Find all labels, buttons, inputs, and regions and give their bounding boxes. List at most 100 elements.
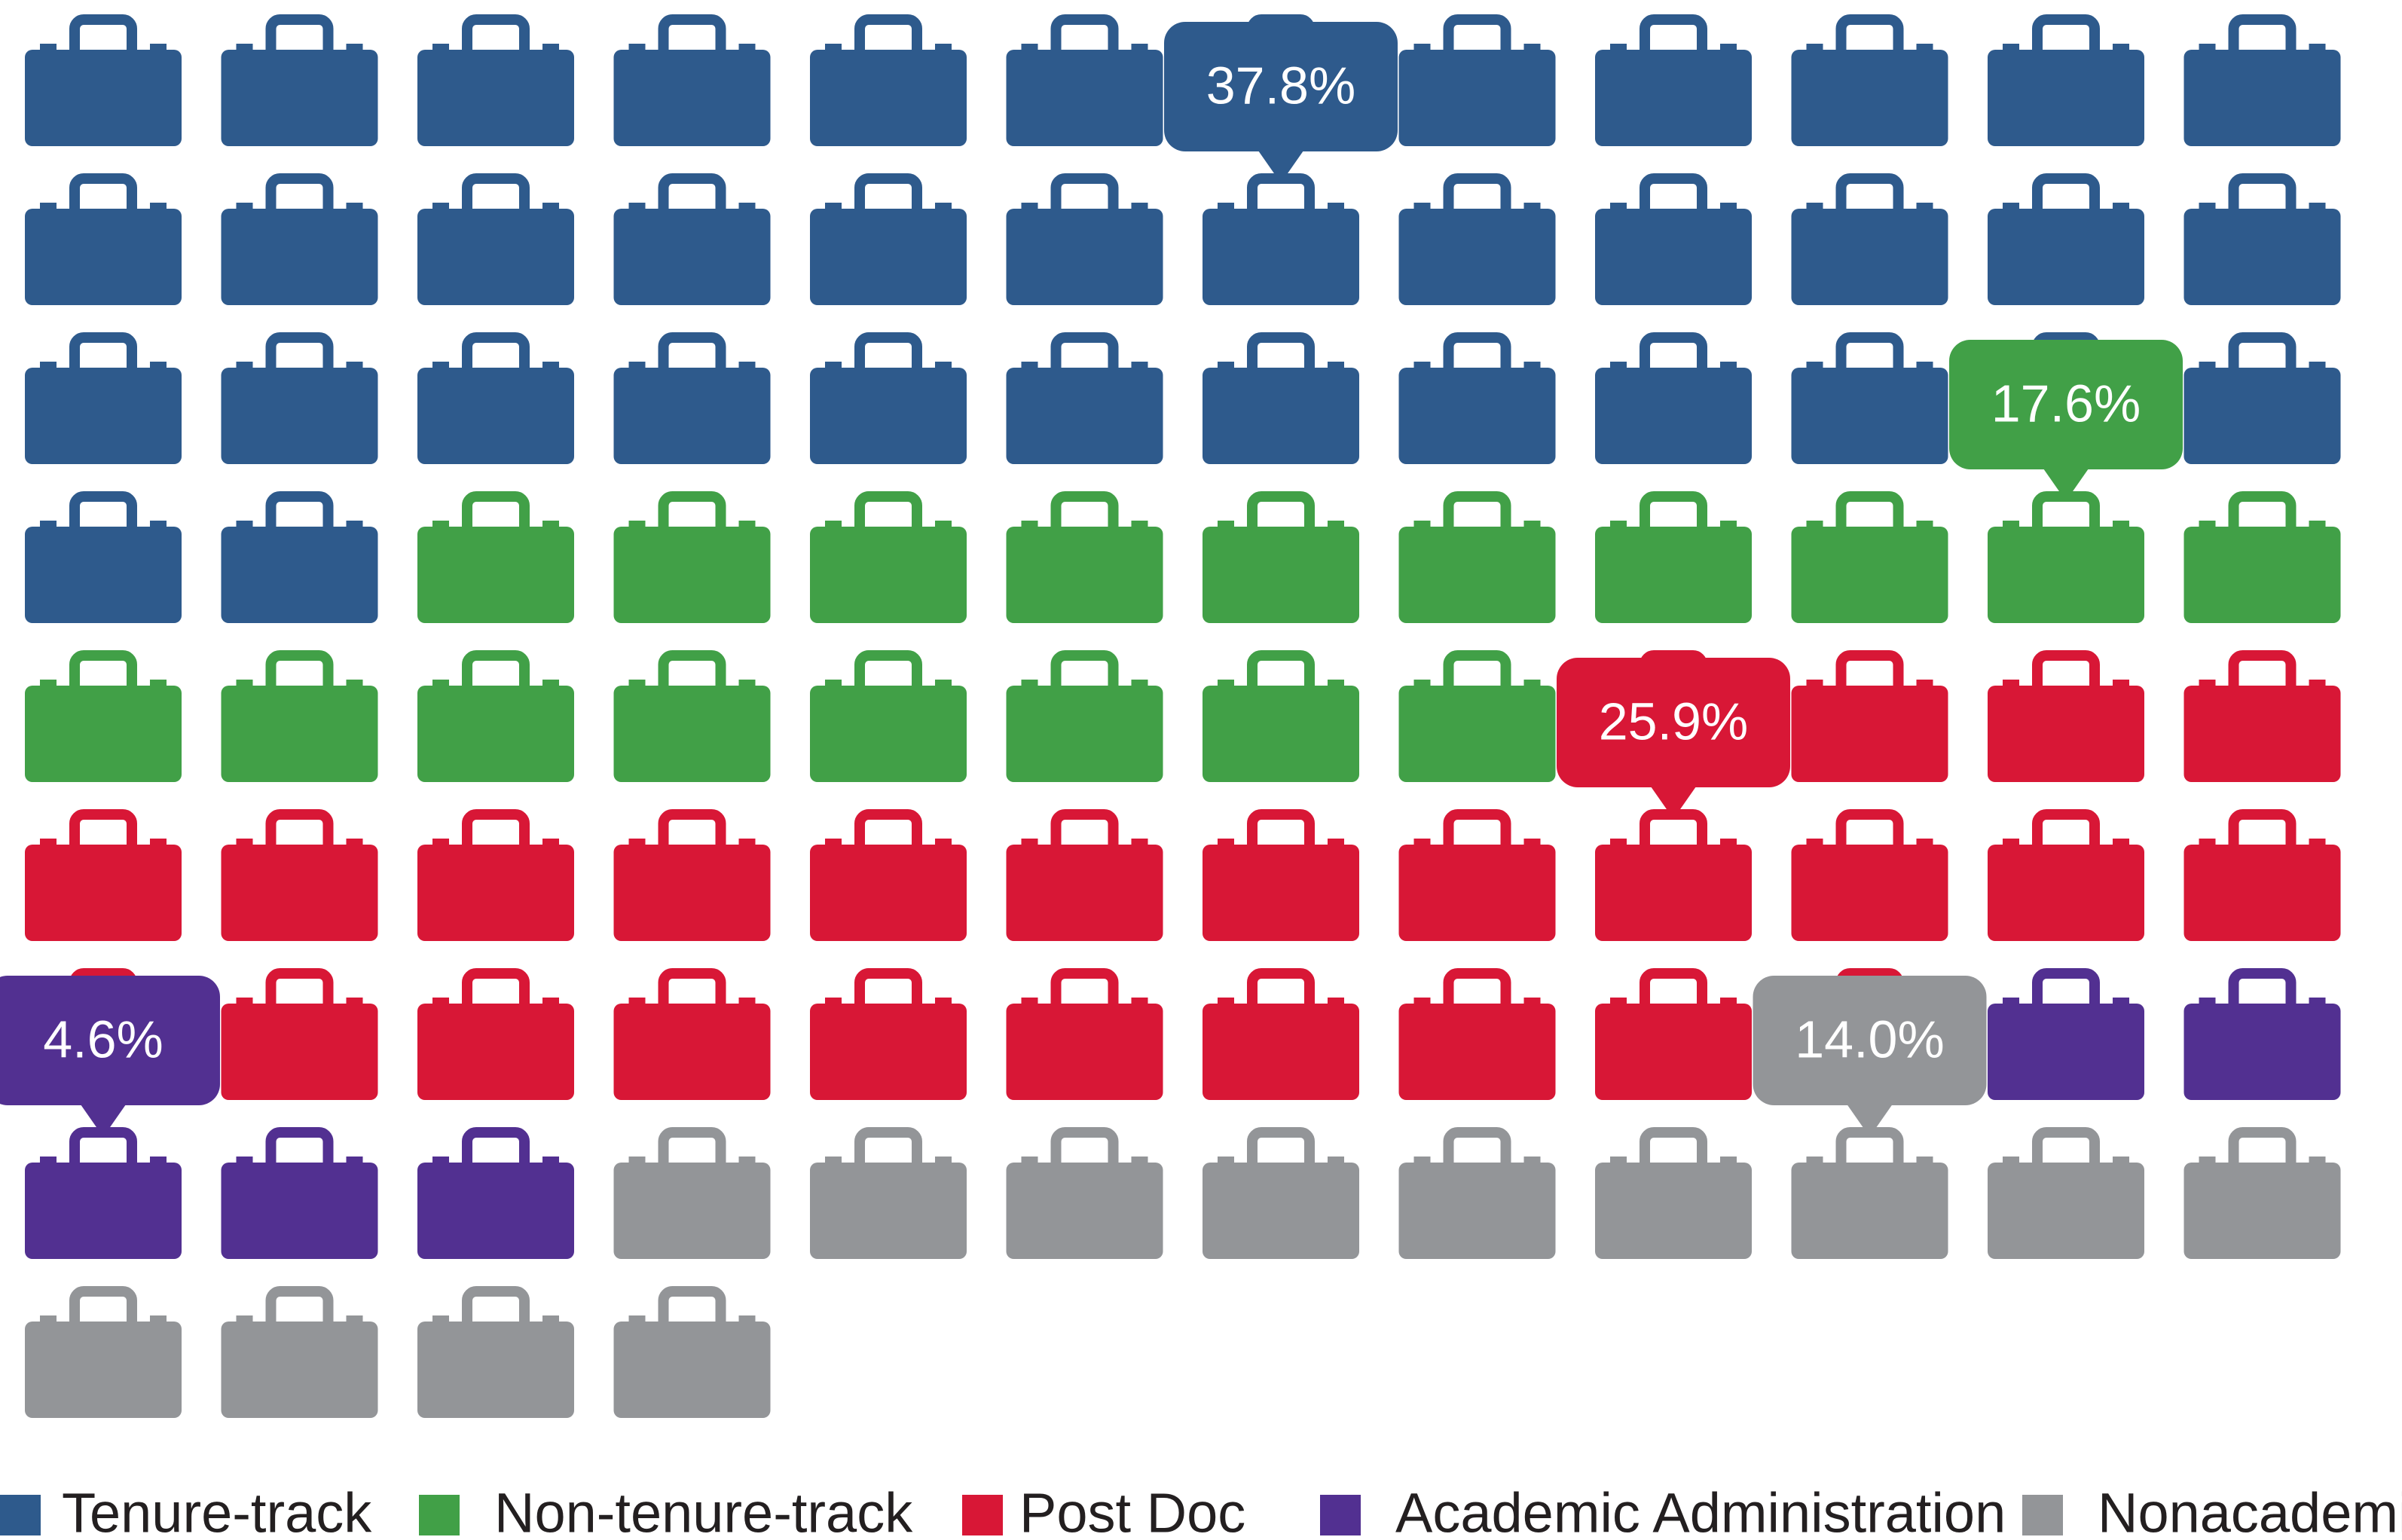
body (1595, 845, 1752, 941)
body (221, 1322, 378, 1418)
briefcase-icon (810, 809, 967, 941)
callout-pointer (1258, 151, 1303, 183)
body (810, 209, 967, 305)
briefcase-icon (417, 332, 574, 464)
briefcase-icon (1006, 1127, 1163, 1259)
callout-label: 17.6% (1991, 374, 2141, 432)
briefcase-icon (25, 1127, 182, 1259)
briefcase-icon (1988, 650, 2144, 782)
briefcase-icon (1988, 809, 2144, 941)
legend-swatch (0, 1495, 41, 1535)
briefcase-icon (2183, 173, 2341, 305)
briefcase-icon (1398, 491, 1556, 623)
briefcase-icon (810, 14, 967, 146)
briefcase-icon (1203, 332, 1359, 464)
briefcase-icon (1595, 809, 1752, 941)
callout-box (1557, 658, 1790, 787)
briefcase-icon (1203, 173, 1359, 305)
briefcase-icon (613, 491, 771, 623)
briefcase-icon (613, 968, 771, 1100)
body (221, 845, 378, 941)
body (810, 50, 967, 146)
briefcase-icon (221, 1127, 378, 1259)
body (2183, 527, 2341, 623)
briefcase-icon (1006, 968, 1163, 1100)
callout-pointer (2043, 469, 2089, 501)
briefcase-icon (25, 491, 182, 623)
body (613, 368, 771, 464)
briefcase-icon (1595, 491, 1752, 623)
body (1595, 527, 1752, 623)
body (1398, 209, 1556, 305)
briefcase-icon (1988, 173, 2144, 305)
body (1791, 209, 1948, 305)
briefcase-icon (1398, 332, 1556, 464)
briefcase-icon (1006, 173, 1163, 305)
body (1398, 368, 1556, 464)
body (1791, 845, 1948, 941)
body (25, 368, 182, 464)
body (25, 527, 182, 623)
briefcase-icon (1398, 650, 1556, 782)
legend-label: Post Doc (1019, 1482, 1245, 1540)
callout: 14.0% (1753, 976, 1987, 1137)
body (1988, 1004, 2144, 1100)
body (1006, 527, 1163, 623)
briefcase-icon (221, 1286, 378, 1418)
callout-label: 25.9% (1599, 692, 1748, 750)
briefcase-icon (25, 809, 182, 941)
legend-label: Tenure-track (62, 1482, 372, 1540)
body (1203, 1163, 1359, 1259)
briefcase-icon (1595, 14, 1752, 146)
briefcase-icon (613, 650, 771, 782)
body (2183, 845, 2341, 941)
callout-box (1753, 976, 1987, 1105)
body (613, 50, 771, 146)
legend-swatch (962, 1495, 1003, 1535)
body (1791, 686, 1948, 782)
body (613, 1322, 771, 1418)
body (417, 1322, 574, 1418)
callout: 17.6% (1949, 340, 2183, 501)
body (1595, 50, 1752, 146)
body (1988, 686, 2144, 782)
body (1006, 686, 1163, 782)
briefcase-icon (1006, 650, 1163, 782)
briefcase-icon (221, 173, 378, 305)
callout-pointer (1651, 787, 1696, 819)
briefcase-icon (2183, 809, 2341, 941)
body (1398, 50, 1556, 146)
briefcase-icon (417, 14, 574, 146)
body (1595, 1163, 1752, 1259)
briefcase-icon (417, 968, 574, 1100)
briefcase-icon (810, 491, 967, 623)
briefcase-icon (221, 14, 378, 146)
body (1203, 845, 1359, 941)
body (613, 209, 771, 305)
briefcase-icon (1398, 968, 1556, 1100)
body (25, 209, 182, 305)
legend-swatch (419, 1495, 460, 1535)
briefcase-icon (1595, 332, 1752, 464)
briefcase-icon (1791, 650, 1948, 782)
briefcase-icon (417, 173, 574, 305)
body (417, 50, 574, 146)
briefcase-icon (1791, 173, 1948, 305)
briefcase-icon (1791, 809, 1948, 941)
body (1006, 209, 1163, 305)
briefcase-icon (417, 1286, 574, 1418)
briefcase-icon (1988, 491, 2144, 623)
body (1203, 1004, 1359, 1100)
body (1791, 368, 1948, 464)
briefcase-icon (2183, 332, 2341, 464)
callout: 37.8% (1164, 22, 1398, 183)
body (221, 368, 378, 464)
body (1398, 1163, 1556, 1259)
body (1203, 368, 1359, 464)
body (1988, 845, 2144, 941)
callout-pointer (1847, 1105, 1893, 1137)
briefcase-icon (1398, 809, 1556, 941)
legend-label: Non-tenure-track (494, 1482, 913, 1540)
briefcase-icon (1595, 1127, 1752, 1259)
body (2183, 686, 2341, 782)
